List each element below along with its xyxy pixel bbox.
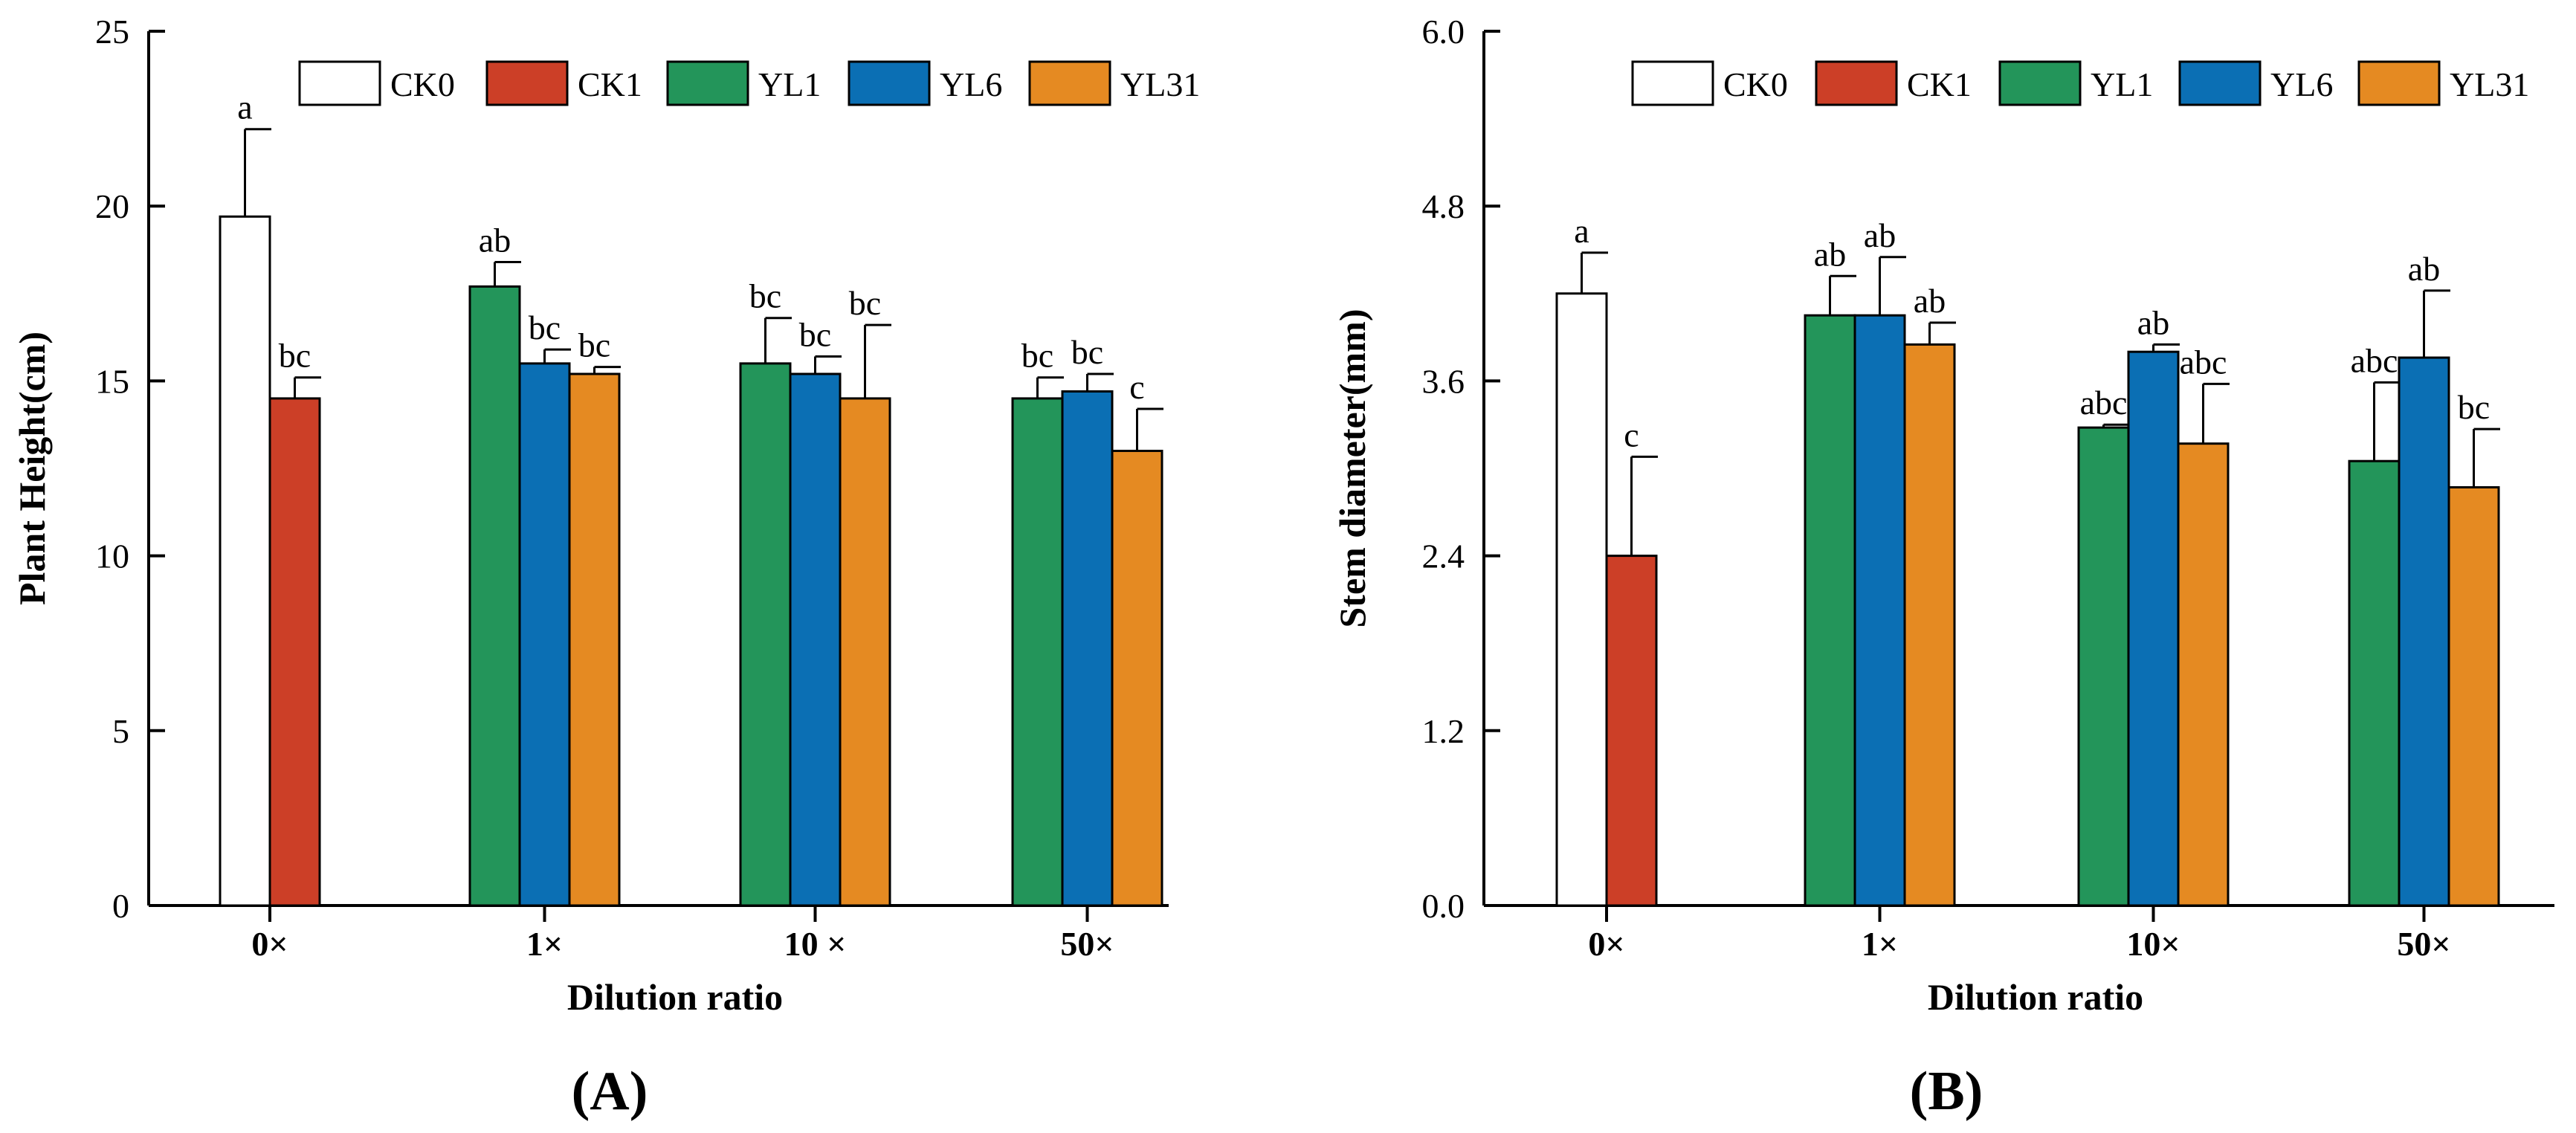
significance-label: abc	[2351, 341, 2398, 379]
bar-yl6-2	[2127, 350, 2180, 907]
panel-label-a: (A)	[572, 1061, 648, 1122]
legend-swatch-ck1	[1815, 60, 1898, 106]
bar-yl1-1	[1804, 314, 1856, 907]
significance-label: ab	[1814, 235, 1846, 273]
legend-label-yl31: YL31	[1120, 65, 1200, 103]
x-category-label: 0×	[251, 925, 288, 963]
significance-label: ab	[479, 221, 511, 259]
legend-label-ck0: CK0	[390, 65, 455, 103]
bar-yl31-1	[568, 372, 621, 907]
panel-a-chart: 0 5 10 15 20 25 Plant Height(cm) Dilution ratio…	[11, 13, 1200, 1018]
significance-label: bc	[279, 337, 311, 375]
legend-label-yl1: YL1	[2091, 65, 2153, 103]
legend-label-ck0: CK0	[1723, 65, 1788, 103]
bar-yl6-1	[518, 362, 571, 907]
legend-swatch-yl6	[848, 60, 931, 106]
bar-ck0-0	[1555, 292, 1608, 907]
y-tick-label: 4.8	[1422, 187, 1465, 225]
bar-yl1-2	[739, 362, 792, 907]
legend-label-ck1: CK1	[1907, 65, 1972, 103]
y-tick-label: 15	[95, 362, 129, 400]
x-category-label: 50×	[1060, 925, 1114, 963]
y-tick-label: 3.6	[1422, 362, 1465, 400]
bar-yl6-3	[2398, 356, 2450, 907]
y-tick-label: 0.0	[1422, 887, 1465, 925]
significance-label: bc	[1071, 333, 1103, 371]
significance-label: c	[1129, 368, 1144, 406]
legend-swatch-yl1	[666, 60, 749, 106]
bar-yl31-3	[2447, 485, 2500, 907]
bar-yl31-1	[1903, 343, 1956, 907]
x-category-label: 10 ×	[784, 925, 847, 963]
legend-label-yl1: YL1	[758, 65, 821, 103]
bar-yl1-3	[1011, 397, 1064, 907]
significance-label: ab	[1914, 282, 1946, 320]
significance-label: abc	[2080, 384, 2128, 422]
bar-ck1-0	[268, 397, 321, 907]
y-tick-label: 25	[95, 13, 129, 51]
bar-yl1-2	[2077, 426, 2130, 907]
significance-label: c	[1624, 416, 1639, 453]
y-tick-label: 10	[95, 538, 129, 575]
legend-swatch-ck0	[1631, 60, 1714, 106]
significance-label: bc	[578, 326, 610, 364]
legend-swatch-yl31	[2357, 60, 2441, 106]
y-tick-label: 0	[112, 887, 129, 925]
y-tick-label: 1.2	[1422, 712, 1465, 750]
significance-label: bc	[2458, 388, 2490, 426]
significance-label: bc	[529, 309, 561, 346]
y-axis-title: Plant Height(cm)	[11, 332, 53, 605]
y-tick-label: 6.0	[1422, 13, 1465, 51]
y-tick-label: 20	[95, 187, 129, 225]
x-category-label: 50×	[2397, 925, 2450, 963]
significance-label: bc	[799, 315, 831, 353]
y-tick-label: 5	[112, 712, 129, 750]
y-axis-title: Stem diameter(mm)	[1331, 309, 1373, 628]
bar-yl6-3	[1061, 390, 1114, 907]
legend-label-ck1: CK1	[578, 65, 642, 103]
bar-yl6-1	[1853, 314, 1906, 907]
bar-yl31-3	[1111, 449, 1163, 907]
bar-ck0-0	[219, 215, 271, 907]
significance-label: ab	[1864, 216, 1896, 254]
significance-label: ab	[2408, 250, 2440, 288]
x-category-label: 1×	[526, 925, 563, 963]
significance-label: bc	[1021, 337, 1053, 375]
x-category-label: 10×	[2126, 925, 2180, 963]
x-axis-title: Dilution ratio	[1928, 976, 2143, 1018]
bar-yl31-2	[2177, 442, 2230, 907]
significance-label: abc	[2180, 343, 2227, 381]
significance-label: bc	[849, 284, 881, 322]
legend-label-yl6: YL6	[2270, 65, 2333, 103]
legend-swatch-yl31	[1028, 60, 1111, 106]
bar-yl31-2	[839, 397, 891, 907]
y-tick-label: 2.4	[1422, 538, 1465, 575]
significance-label: ab	[2137, 303, 2169, 341]
significance-label: a	[237, 88, 252, 126]
x-axis-title: Dilution ratio	[567, 976, 783, 1018]
bar-ck1-0	[1605, 555, 1658, 907]
legend-label-yl31: YL31	[2450, 65, 2529, 103]
bar-yl6-2	[789, 372, 842, 907]
legend-swatch-yl6	[2178, 60, 2262, 106]
bar-yl1-3	[2348, 459, 2401, 907]
legend-swatch-ck1	[485, 60, 569, 106]
significance-label: bc	[749, 277, 781, 315]
legend-label-yl6: YL6	[940, 65, 1002, 103]
panel-b-chart: 0.0 1.2 2.4 3.6 4.8 6.0 Stem diameter(mm) Dilut…	[1331, 13, 2554, 1018]
bar-yl1-1	[468, 285, 521, 907]
panel-label-b: (B)	[1910, 1061, 1983, 1122]
significance-label: a	[1574, 212, 1589, 250]
x-category-label: 1×	[1862, 925, 1898, 963]
legend-swatch-yl1	[1998, 60, 2082, 106]
x-category-label: 0×	[1588, 925, 1624, 963]
legend-swatch-ck0	[298, 60, 381, 106]
